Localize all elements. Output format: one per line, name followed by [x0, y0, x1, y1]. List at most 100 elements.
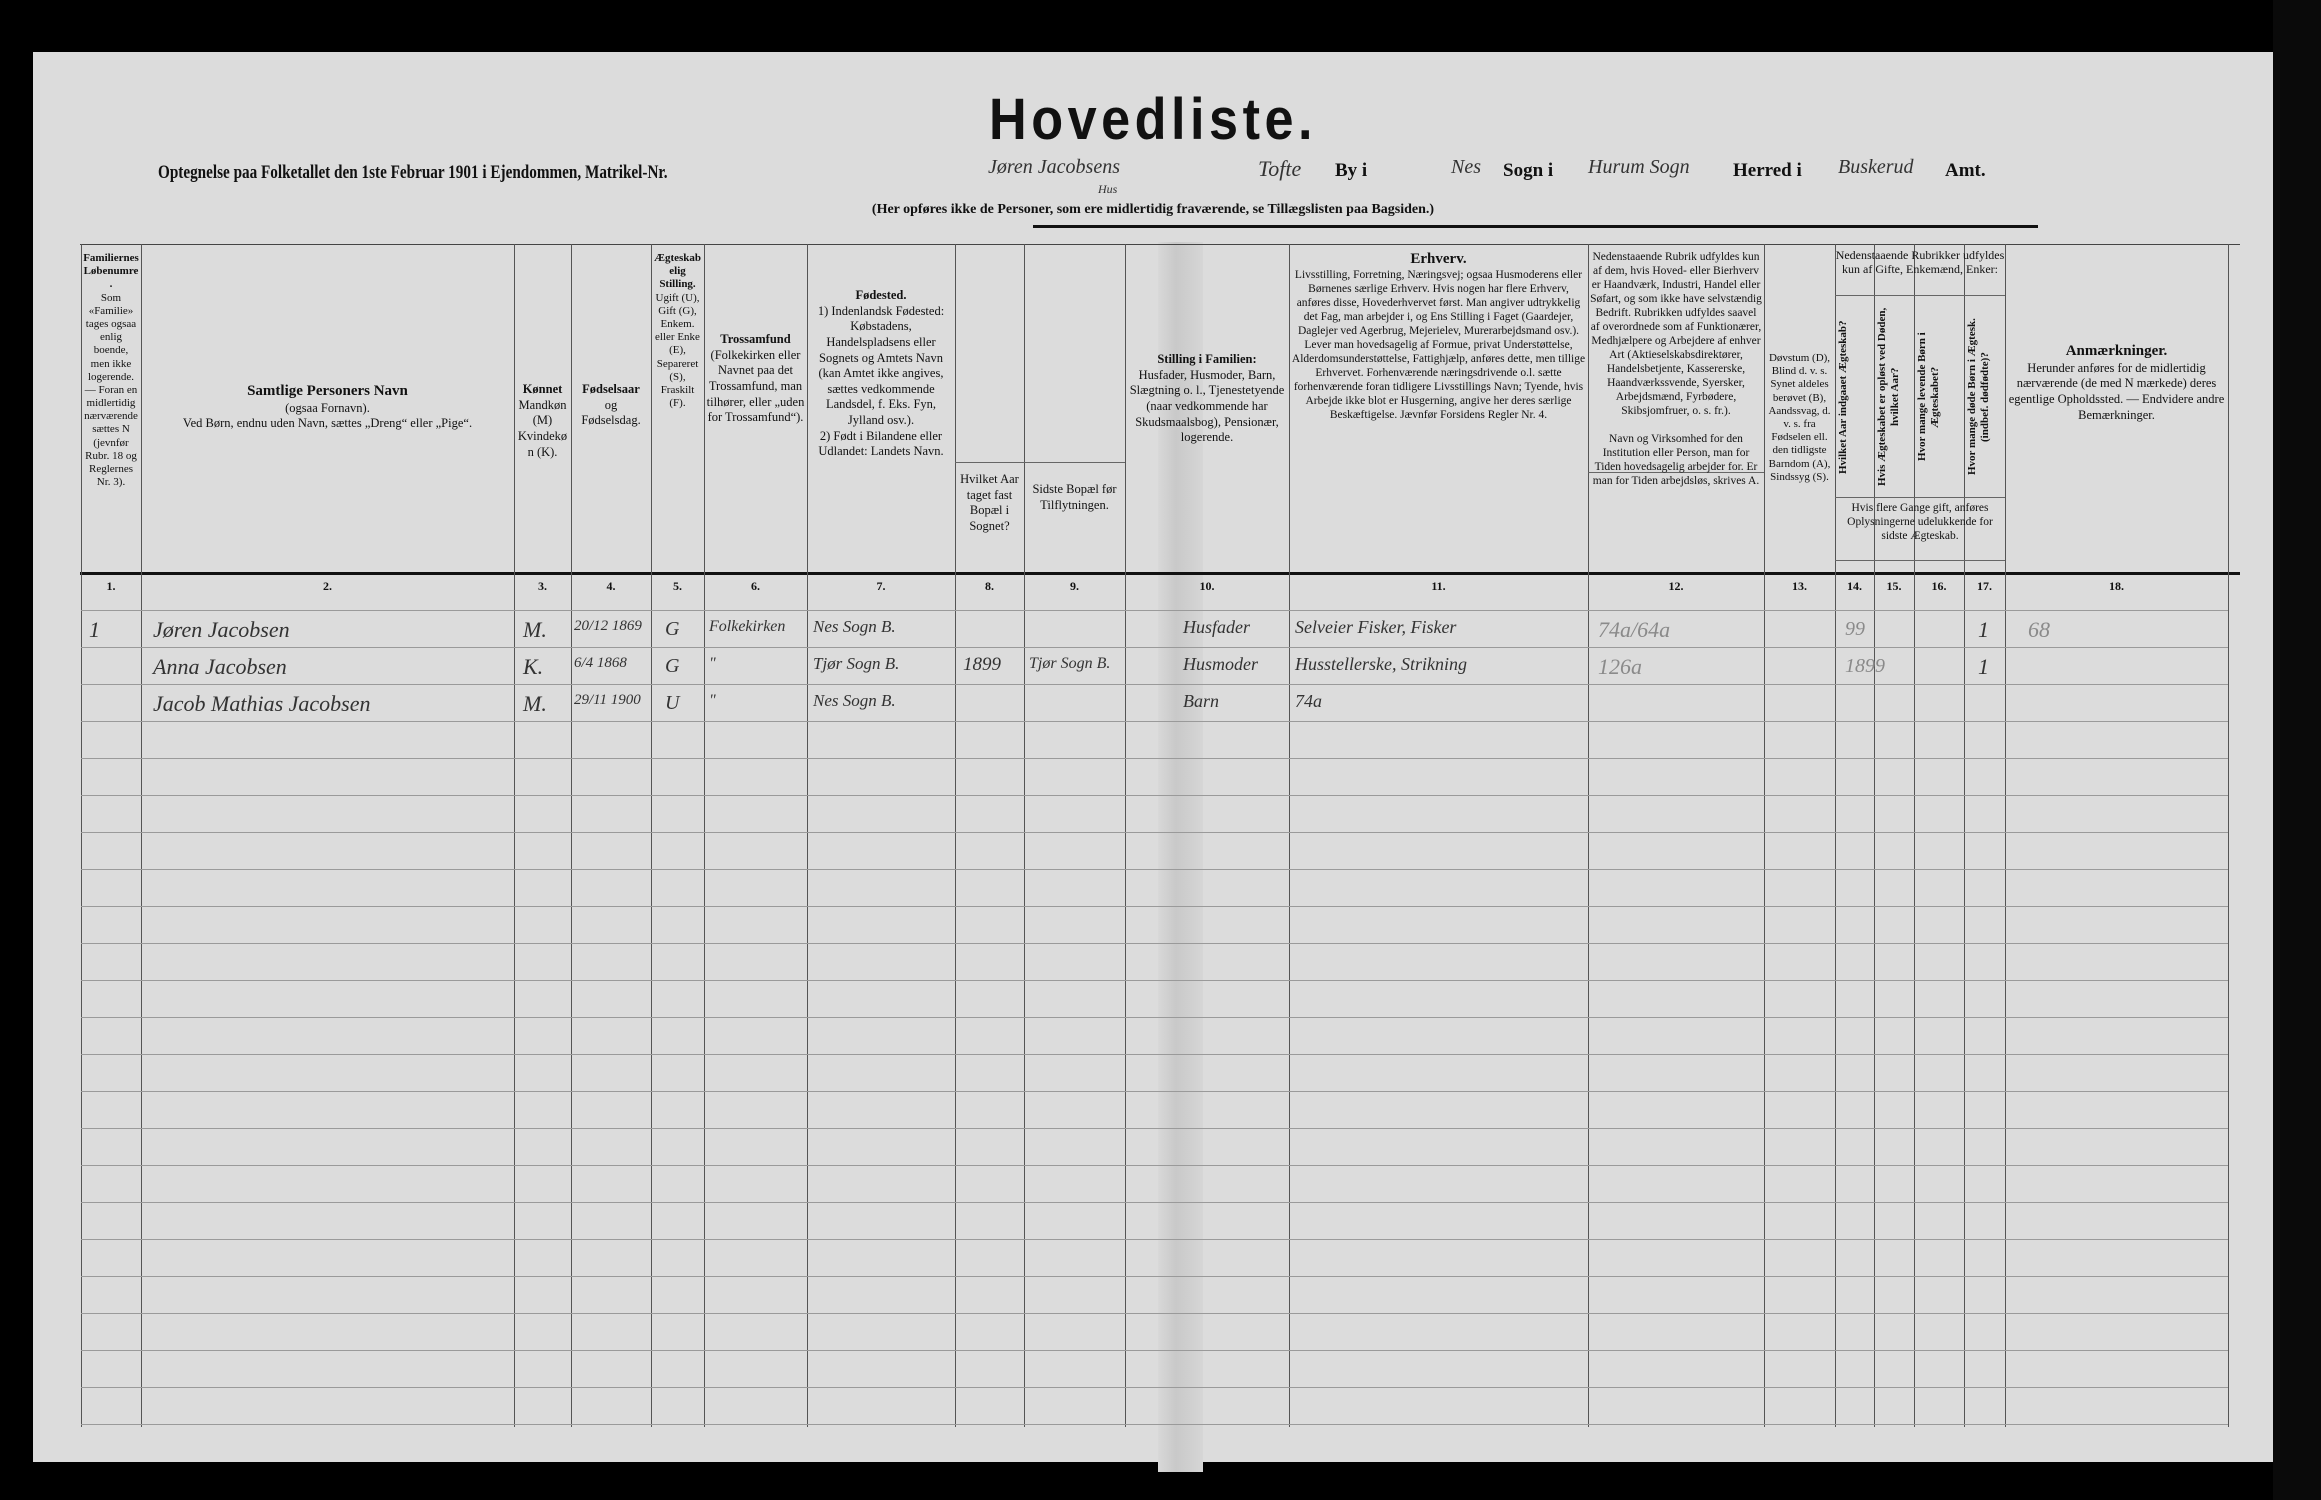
column-description: Hvor mange døde Børn i Ægtesk. (indbef. …: [1966, 318, 1992, 476]
column-description: Hvilket Aar indgaaet Ægteskab?: [1837, 320, 1849, 474]
row-rule: [81, 1202, 2228, 1203]
sogn-label: Sogn i: [1503, 160, 1554, 181]
column-divider: [81, 244, 82, 1427]
row-rule: [81, 758, 2228, 759]
column-header-3: Kønnet Mandkøn (M) Kvindekøn (K).: [516, 382, 569, 460]
column-description: 1) Indenlandsk Fødested: Købstadens, Han…: [817, 303, 945, 459]
column-number: 8.: [985, 579, 994, 593]
column-number: 15.: [1886, 579, 1902, 593]
page-fold: [1158, 242, 1203, 1472]
faith: ": [709, 692, 716, 709]
column-divider: [514, 244, 515, 1427]
column-number: 6.: [751, 579, 760, 593]
family-role: Husmoder: [1183, 654, 1258, 674]
person-name: Jøren Jacobsen: [153, 617, 290, 642]
column-divider: [571, 244, 572, 1427]
column-divider: [1964, 244, 1965, 1427]
column-number: 7.: [876, 579, 886, 593]
form-title: Hovedliste.: [989, 87, 1317, 152]
sex: K.: [523, 654, 544, 679]
column-description: (ogsaa Fornavn). Ved Børn, endnu uden Na…: [182, 400, 473, 431]
column-divider: [1024, 244, 1025, 1427]
column-title: Erhverv.: [1410, 251, 1467, 267]
row-rule: [81, 1239, 2228, 1240]
remark: 68: [2028, 617, 2050, 642]
column-title: Ægteskabelig Stilling.: [653, 252, 702, 291]
row-rule: [81, 906, 2228, 907]
column-number: 5.: [673, 579, 682, 593]
year-married: 99: [1845, 618, 1865, 640]
column-divider: [704, 244, 705, 1427]
column-description: Som «Familie» tages ogsaa enlig boende, …: [84, 291, 138, 489]
row-rule: [81, 1350, 2228, 1351]
faith: ": [709, 655, 716, 672]
year-moved: 1899: [963, 654, 1001, 675]
by-label: By i: [1335, 160, 1368, 181]
column-divider: [1914, 244, 1915, 1427]
row-rule: [81, 832, 2228, 833]
column-header-4: Fødselsaar og Fødselsdag.: [573, 382, 649, 429]
header-subrule: [1835, 497, 2005, 498]
column-title: Fødselsaar: [582, 382, 640, 396]
occupation: 74a: [1295, 691, 1322, 711]
column-description: Herunder anføres for de midlertidig nærv…: [2008, 360, 2225, 422]
birth-date: 20/12 1869: [574, 618, 642, 634]
column-description: (Folkekirken eller Navnet paa det Trossa…: [706, 347, 805, 425]
row-rule: [81, 1276, 2228, 1277]
column-description: Husfader, Husmoder, Barn, Slægtning o. l…: [1129, 367, 1285, 445]
sogn-value: Nes: [1451, 156, 1481, 178]
column-number: 17.: [1977, 579, 1992, 593]
column-description: Sidste Bopæl før Tilflytningen.: [1032, 482, 1117, 512]
row-rule: [81, 1091, 2228, 1092]
column-divider: [1764, 244, 1765, 1427]
children-alive: 1: [1978, 654, 1989, 679]
top-rule: [1033, 225, 2038, 228]
column-number: 11.: [1431, 579, 1446, 593]
column-header-17: Hvor mange døde Børn i Ægtesk. (indbef. …: [1966, 302, 2003, 492]
row-rule: [81, 869, 2228, 870]
column-number: 18.: [2109, 579, 2124, 593]
column-header-15: Hvis Ægteskabet er opløst ved Døden, hvi…: [1876, 302, 1912, 492]
header-subrule: [1835, 295, 2005, 296]
column-description: Nedenstaaende Rubrik udfyldes kun af dem…: [1590, 251, 1762, 488]
column-header-2: Samtlige Personers Navn (ogsaa Fornavn). …: [143, 382, 512, 432]
herred-label: Herred i: [1733, 160, 1802, 181]
marital-status: U: [665, 692, 680, 714]
family-role: Husfader: [1183, 617, 1250, 637]
column-number: 4.: [606, 579, 616, 593]
birthplace: Nes Sogn B.: [813, 691, 896, 710]
family-number: 1: [89, 617, 100, 642]
column-description: Ugift (U), Gift (G), Enkem. eller Enke (…: [655, 291, 700, 410]
by-value: Tofte: [1258, 156, 1302, 181]
occupation: Selveier Fisker, Fisker: [1295, 617, 1457, 637]
birth-date: 6/4 1868: [574, 655, 627, 671]
column-title: Familiernes Løbenumre.: [83, 252, 139, 291]
row-rule: [81, 1387, 2228, 1388]
column-title: Stilling i Familien:: [1157, 352, 1257, 366]
birthplace: Tjør Sogn B.: [813, 654, 900, 673]
column-number: 16.: [1931, 579, 1947, 593]
column-divider: [651, 244, 652, 1427]
column-divider: [1874, 244, 1875, 1427]
birthplace: Nes Sogn B.: [813, 617, 896, 636]
column-number: 14.: [1847, 579, 1862, 593]
last-residence: Tjør Sogn B.: [1029, 655, 1111, 672]
column-divider: [2005, 244, 2006, 1427]
form-note: (Her opføres ikke de Personer, som ere m…: [871, 202, 1435, 217]
subtitle-prefix: Optegnelse paa Folketallet den 1ste Febr…: [158, 162, 668, 183]
column-number: 12.: [1668, 579, 1684, 593]
family-role: Barn: [1183, 691, 1219, 711]
header-subrule: [955, 462, 1125, 463]
herred-value: Hurum Sogn: [1588, 156, 1690, 178]
column-title: Samtlige Personers Navn: [247, 383, 408, 399]
amt-label: Amt.: [1945, 160, 1986, 181]
column-title: Kønnet: [522, 382, 563, 396]
row-rule: [81, 980, 2228, 981]
scan-border: [2273, 0, 2321, 1500]
column-header-8: Hvilket Aar taget fast Bopæl i Sognet?: [957, 472, 1022, 535]
column-description: Hvis Ægteskabet er opløst ved Døden, hvi…: [1876, 307, 1902, 487]
column-header-16: Hvor mange levende Børn i Ægteskabet?: [1916, 302, 1962, 492]
column-header-14: Hvilket Aar indgaaet Ægteskab?: [1837, 302, 1872, 492]
column-divider: [807, 244, 808, 1427]
occupation-code: 74a/64a: [1598, 617, 1671, 642]
